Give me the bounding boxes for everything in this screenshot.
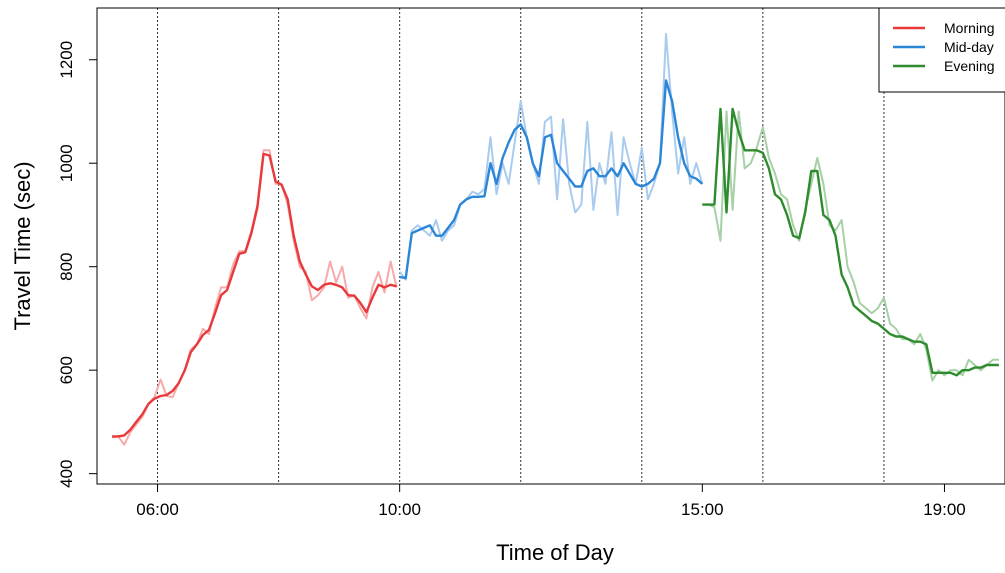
series-raw-mid-day bbox=[398, 32, 704, 281]
legend: Morning Mid-day Evening bbox=[878, 7, 1005, 93]
y-tick-label-2: 800 bbox=[57, 253, 76, 281]
series-line-mid-day bbox=[399, 79, 704, 280]
x-tick-label-0: 06:00 bbox=[136, 500, 179, 519]
y-tick-label-1: 600 bbox=[57, 356, 76, 384]
y-axis: 400 600 800 1000 1200 bbox=[57, 41, 98, 488]
x-tick-label-3: 19:00 bbox=[923, 500, 966, 519]
legend-box bbox=[878, 7, 1005, 93]
legend-label-2: Evening bbox=[944, 58, 995, 74]
series-raw-evening bbox=[702, 110, 999, 382]
y-tick-label-0: 400 bbox=[57, 460, 76, 488]
legend-label-0: Morning bbox=[944, 20, 995, 36]
smoothed-series-group bbox=[112, 79, 999, 438]
legend-label-1: Mid-day bbox=[944, 39, 994, 55]
x-tick-label-1: 10:00 bbox=[378, 500, 421, 519]
x-tick-label-2: 15:00 bbox=[681, 500, 724, 519]
y-tick-label-4: 1200 bbox=[57, 41, 76, 79]
series-line-morning bbox=[112, 152, 397, 438]
x-axis: 06:00 10:00 15:00 19:00 bbox=[136, 483, 966, 519]
y-tick-label-3: 1000 bbox=[57, 144, 76, 182]
reference-lines bbox=[157, 8, 1005, 484]
series-line-evening bbox=[702, 107, 999, 377]
y-axis-title: Travel Time (sec) bbox=[10, 161, 35, 330]
x-axis-title: Time of Day bbox=[496, 540, 614, 565]
